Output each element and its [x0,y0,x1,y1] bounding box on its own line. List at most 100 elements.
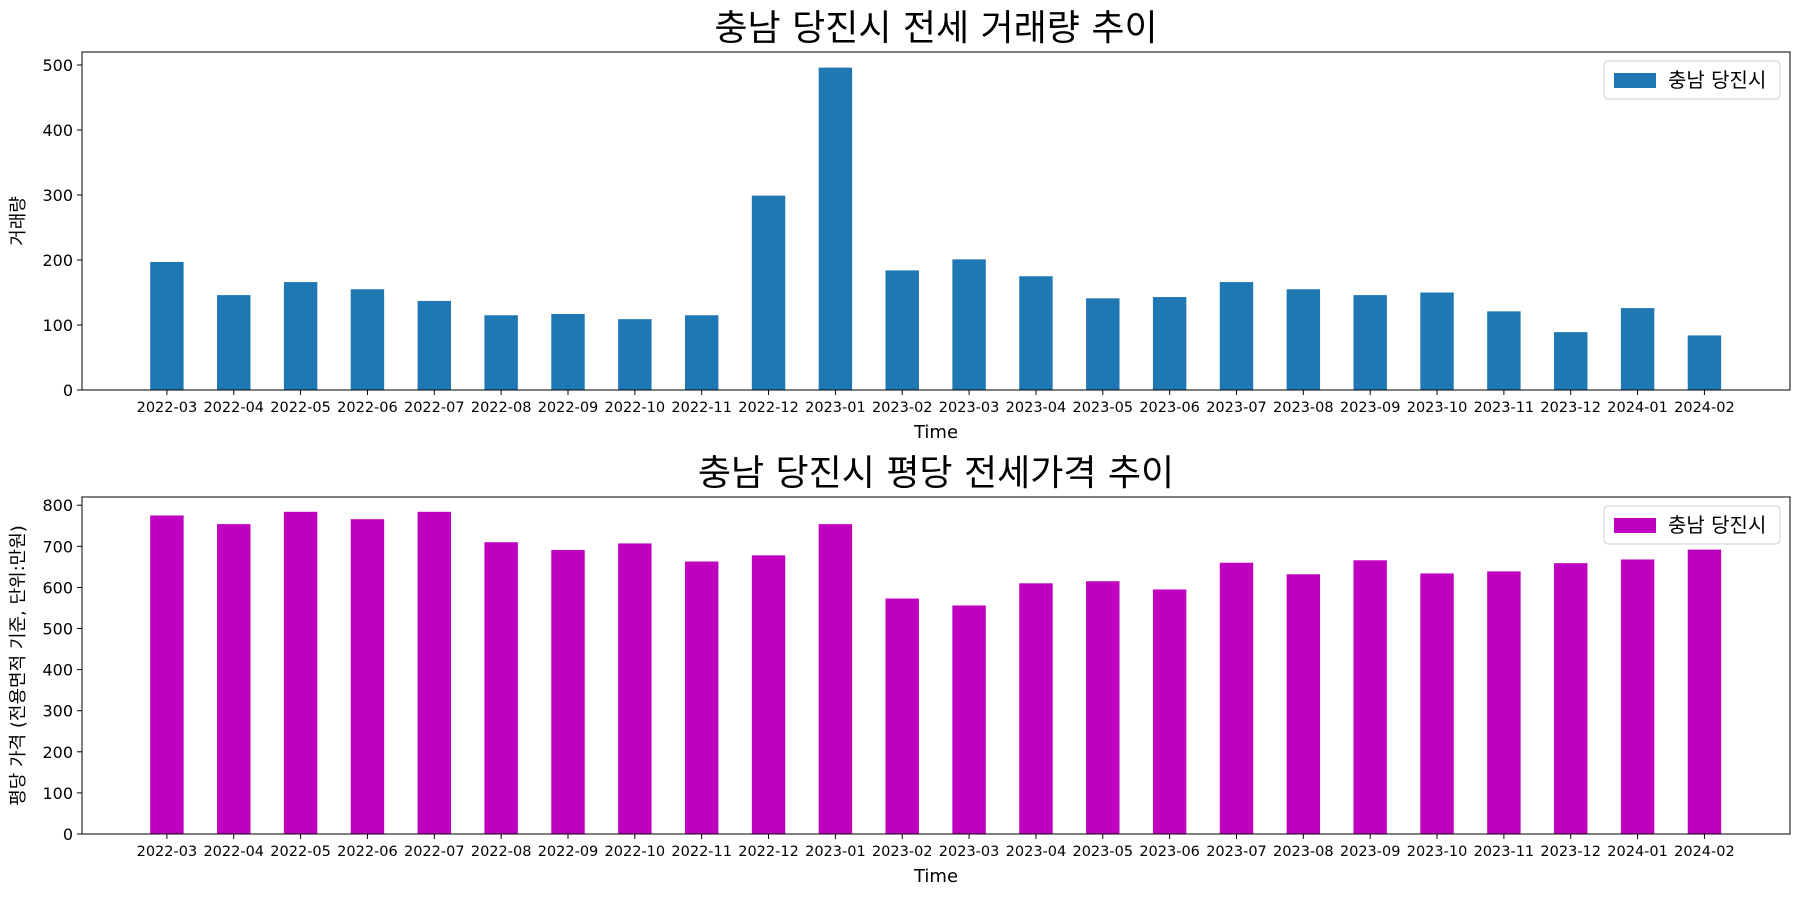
x-tick-label: 2022-12 [738,400,799,416]
x-tick-label: 2022-07 [404,400,465,416]
bar-2022-03 [150,261,184,390]
bar-2022-12 [751,195,786,390]
x-tick-label: 2023-04 [1006,844,1067,860]
x-tick-label: 2022-03 [137,844,198,860]
bar-2023-01 [818,67,853,390]
y-tick-label: 200 [42,743,73,762]
bar-2022-08 [484,315,518,390]
bar-2022-04 [217,524,251,834]
bar-2023-08 [1286,574,1321,834]
bar-2022-09 [551,313,585,390]
x-tick-label: 2023-12 [1540,400,1601,416]
bar-2024-02 [1687,549,1722,834]
y-tick-label: 800 [42,496,73,515]
x-tick-label: 2024-01 [1607,844,1668,860]
x-tick-label: 2022-07 [404,844,465,860]
bar-2023-05 [1086,581,1120,834]
bar-2022-04 [217,295,251,390]
bar-2023-04 [1019,583,1053,834]
bar-2022-06 [350,289,385,390]
y-tick-label: 100 [42,316,73,335]
bar-2022-03 [150,515,184,834]
bar-2022-12 [751,555,786,834]
bar-2023-12 [1554,563,1588,834]
x-tick-label: 2023-11 [1474,844,1535,860]
legend-label: 충남 당진시 [1668,68,1766,92]
legend-box [1603,505,1781,545]
y-tick-label: 0 [63,825,73,844]
bar-2023-12 [1554,332,1588,390]
x-tick-label: 2022-08 [471,400,532,416]
x-tick-label: 2023-05 [1072,844,1133,860]
bar-2023-10 [1420,292,1454,390]
bar-2023-03 [952,605,986,834]
x-tick-label: 2023-08 [1273,400,1334,416]
x-tick-label: 2023-01 [805,844,866,860]
legend-swatch [1614,73,1656,88]
bar-2024-02 [1687,335,1722,390]
bar-2023-02 [885,270,919,390]
bar-2023-01 [818,524,853,834]
x-tick-label: 2022-12 [738,844,799,860]
bar-2022-08 [484,542,518,834]
x-tick-label: 2022-05 [270,844,331,860]
y-tick-label: 700 [42,537,73,556]
x-tick-label: 2023-09 [1340,844,1401,860]
bar-2022-07 [417,511,452,834]
x-tick-label: 2022-06 [337,400,398,416]
y-tick-label: 500 [42,620,73,639]
x-tick-label: 2023-08 [1273,844,1334,860]
x-tick-label: 2023-01 [805,400,866,416]
y-axis-label: 평당 가격 (전용면적 기준, 단위:만원) [8,525,29,806]
x-tick-label: 2022-08 [471,844,532,860]
x-tick-label: 2022-11 [671,400,732,416]
legend-swatch [1614,518,1656,533]
bar-2022-11 [684,561,719,834]
y-tick-label: 400 [42,661,73,680]
y-tick-label: 300 [42,702,73,721]
x-tick-label: 2023-07 [1206,844,1267,860]
x-tick-label: 2023-02 [872,400,933,416]
x-tick-label: 2023-02 [872,844,933,860]
chart-title: 충남 당진시 전세 거래량 추이 [714,8,1157,49]
bar-2022-05 [283,282,318,390]
x-axis-label: Time [913,866,958,887]
bar-2023-06 [1152,297,1187,390]
x-tick-label: 2023-10 [1407,400,1468,416]
bar-2023-09 [1353,560,1387,834]
x-tick-label: 2023-04 [1006,400,1067,416]
chart-1: 충남 당진시 전세 거래량 추이 0 100 200 300 400 500 2022-03 2… [8,8,1791,443]
x-tick-label: 2022-09 [538,844,599,860]
bar-2023-11 [1487,311,1521,390]
legend-label: 충남 당진시 [1668,513,1766,537]
chart-title: 충남 당진시 평당 전세가격 추이 [698,453,1174,494]
x-tick-label: 2022-04 [203,844,264,860]
x-tick-label: 2022-06 [337,844,398,860]
x-tick-label: 2023-03 [939,844,1000,860]
y-tick-label: 400 [42,121,73,140]
bar-2023-04 [1019,276,1053,390]
x-tick-label: 2022-03 [137,400,198,416]
y-tick-label: 300 [42,186,73,205]
x-tick-label: 2022-09 [538,400,599,416]
x-tick-label: 2023-03 [939,400,1000,416]
bar-2024-01 [1620,308,1655,390]
x-tick-label: 2024-02 [1674,844,1735,860]
y-axis-label: 거래량 [8,196,29,246]
bar-2023-07 [1219,282,1254,390]
y-tick-label: 600 [42,578,73,597]
bar-2024-01 [1620,559,1655,834]
plot-frame [81,51,1791,391]
y-tick-label: 500 [42,56,73,75]
x-tick-label: 2023-07 [1206,400,1267,416]
bar-2022-10 [618,543,652,834]
bar-2022-06 [350,519,385,834]
x-tick-label: 2023-09 [1340,400,1401,416]
x-tick-label: 2023-06 [1139,400,1200,416]
bar-2023-08 [1286,289,1321,390]
legend: 충남 당진시 [1603,60,1781,100]
bar-2022-09 [551,550,585,834]
y-tick-label: 200 [42,251,73,270]
x-tick-label: 2022-11 [671,844,732,860]
